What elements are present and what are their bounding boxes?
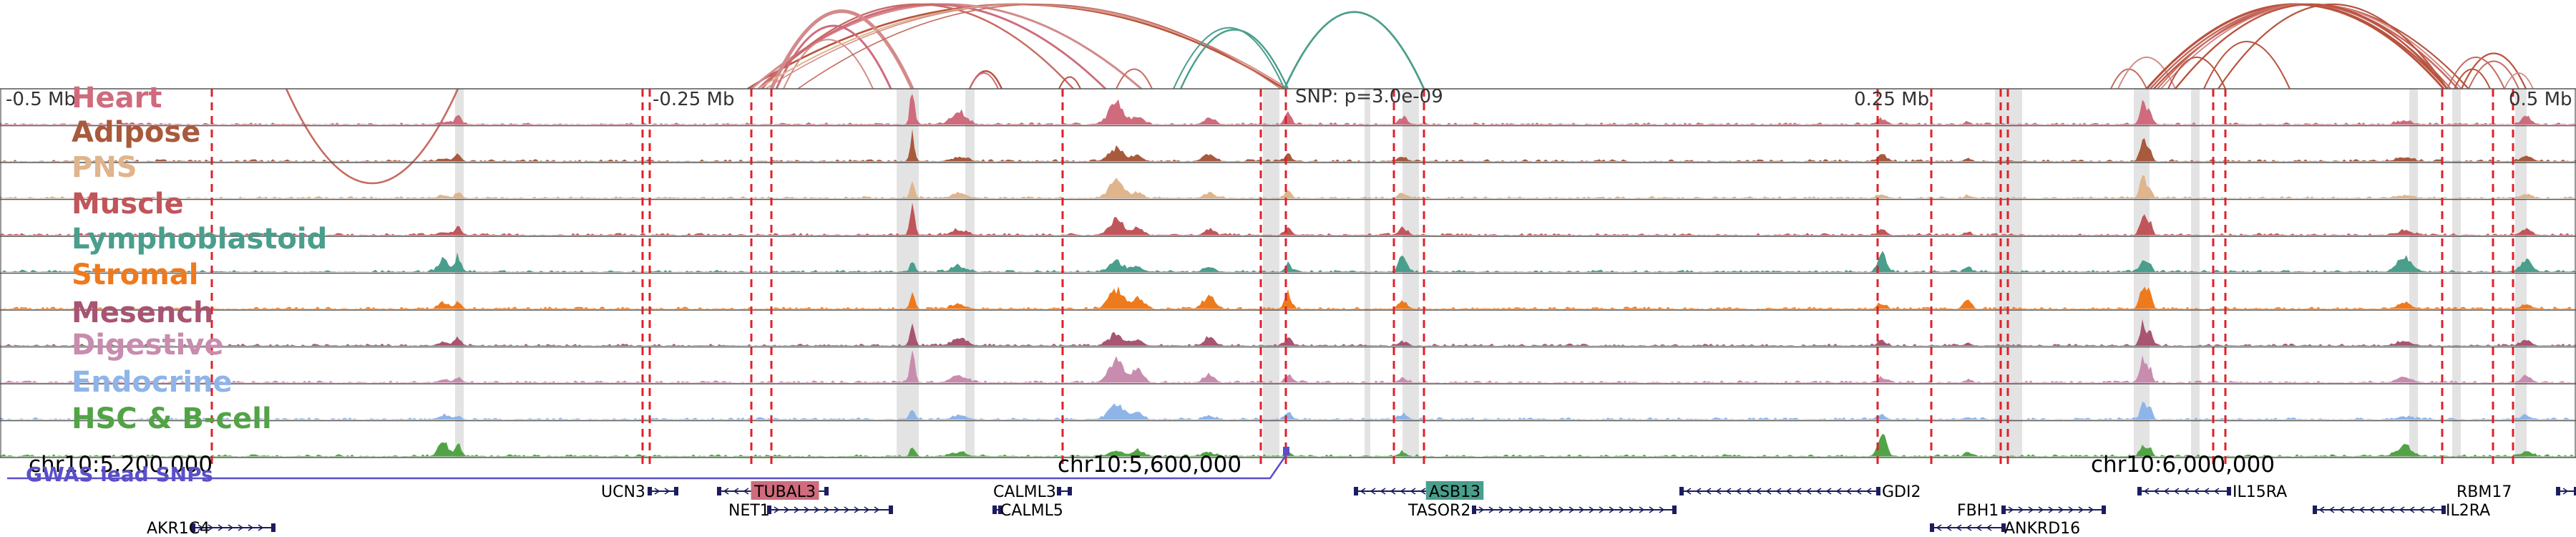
gene-il15ra: IL15RA [2137,483,2287,501]
loop-arc [2203,41,2290,90]
loop-arc [2446,57,2505,90]
coordinate-label-right: chr10:6,000,000 [2091,452,2275,478]
scale-label-plus-half: 0.5 Mb [2509,89,2572,110]
loop-arc [1058,76,1081,90]
gene-label: AKR1C4 [147,520,210,537]
loop-arc [1179,29,1289,90]
gene-calml3: CALML3 [993,483,1072,501]
loop-arc [2468,60,2519,90]
track-axes [0,88,2576,458]
snp-pvalue-annotation: SNP: p=3.0e-09 [1295,86,1443,107]
loop-arc [2160,4,2462,90]
gene-label: CALML3 [993,483,1056,501]
track-label: Adipose [72,116,200,149]
loop-arc [747,3,1285,90]
track-label: Lymphoblastoid [72,223,327,256]
loop-arc [769,9,914,90]
track-label: Endocrine [72,366,233,399]
snp-marker [1283,447,1289,455]
gene-label: UCN3 [601,483,645,501]
gene-ankrd16: ANKRD16 [1930,520,2080,537]
loop-arc [2117,57,2176,90]
signal-track-6 [0,319,2576,346]
loop-arc [2146,3,2448,90]
track-label: PNS [72,151,137,184]
gene-label: FBH1 [1957,502,1999,520]
loop-arc [2460,52,2527,90]
gene-highlight-box [1425,481,1484,500]
signal-track-1 [0,129,2576,162]
gene-label: GDI2 [1882,483,1921,501]
loop-arc [1283,11,1425,90]
gene-il2ra: IL2RA [2313,502,2490,520]
loop-arc [285,88,459,185]
gene-label: ASB13 [1429,483,1480,501]
gene-label: CALML5 [1000,502,1063,520]
signal-track-3 [0,203,2576,236]
loop-arc [775,24,892,90]
gene-asb13: ASB13 [1354,481,1484,501]
track-label: HSC & B-cell [72,402,272,435]
loop-arc [2175,3,2448,90]
gene-ucn3: UCN3 [601,483,678,501]
signal-track-2 [0,175,2576,198]
gene-gdi2: GDI2 [1679,483,1921,501]
loop-arc [2218,4,2448,90]
track-label: Stromal [72,258,199,291]
loop-arcs [285,3,2534,185]
gene-label: TUBAL3 [753,483,816,501]
gene-fbh1: FBH1 [1957,502,2106,520]
dashed-markers [210,89,2514,469]
gene-akr1c4: AKR1C4 [147,520,275,537]
signal-track-5 [0,286,2576,309]
track-label: Heart [72,82,162,115]
gene-label: IL15RA [2233,483,2287,501]
loop-arc [797,4,1282,90]
scale-label-minus-quarter: -0.25 Mb [653,89,734,110]
loop-arc [2110,68,2147,90]
signal-track-0 [0,94,2576,125]
gene-rbm17: RBM17 [2457,483,2576,501]
snp-connector-line [7,455,1287,480]
loop-arc [2504,72,2534,90]
loop-arc [2150,3,2459,90]
gene-highlight-box [751,481,819,500]
gene-label: ANKRD16 [2004,520,2080,537]
signal-tracks [0,94,2576,457]
loop-arc [2167,57,2226,90]
signal-track-7 [0,350,2576,383]
loop-arc [761,3,1074,90]
loop-arc [1173,26,1285,90]
signal-track-4 [0,251,2576,272]
scale-label-plus-quarter: 0.25 Mb [1854,89,1929,110]
coordinate-label-middle: chr10:5,600,000 [1058,452,1241,478]
gwas-snp-track [7,447,1289,480]
coordinate-label-left: chr10:5,200,000 [29,452,213,478]
gene-tubal3: TUBAL3 [717,481,829,501]
gwas-snp-track-title: GWAS lead SNPs [26,463,213,486]
loop-arc [969,72,999,90]
gene-calml5: CALML5 [992,502,1063,520]
gene-label: RBM17 [2457,483,2512,501]
gene-label: NET1 [728,502,770,520]
gene-label: IL2RA [2446,502,2490,520]
track-label: Digestive [72,329,224,362]
loop-arc [1116,68,1153,90]
gene-tasor2: TASOR2 [1407,502,1677,520]
scale-label-minus-half: -0.5 Mb [6,89,76,110]
signal-track-8 [0,402,2576,420]
gene-label: TASOR2 [1407,502,1470,520]
track-label: Mesench [72,296,214,329]
gene-net1: NET1 [728,502,893,520]
track-label: Muscle [72,188,184,221]
loop-arc [783,39,874,90]
